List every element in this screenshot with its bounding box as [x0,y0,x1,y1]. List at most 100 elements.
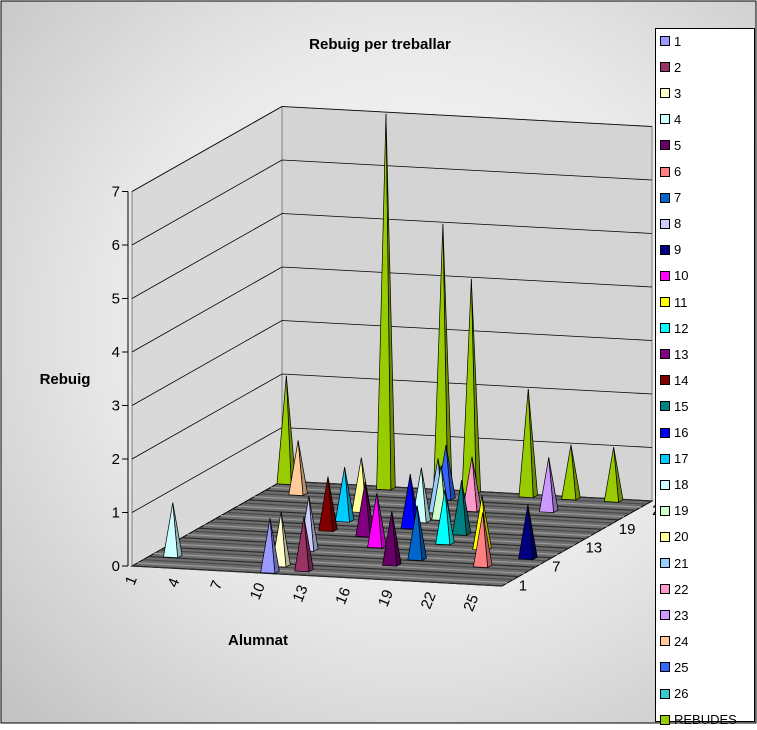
x-tick-label: 10 [247,580,269,602]
pyramid-mark [276,375,297,486]
legend-swatch [660,375,670,386]
chart-title: Rebuig per treballar [309,36,451,53]
legend-item: 24 [660,631,688,651]
legend-label: 21 [674,555,689,571]
depth-tick-label: 13 [585,540,602,557]
legend-label: 5 [674,137,682,153]
gridline [131,320,653,406]
x-tick-label: 13 [290,583,312,605]
pyramid-front-face [318,476,334,533]
depth-tick-label: 1 [519,577,527,594]
pyramid-mark [376,113,396,491]
legend-item: 12 [660,318,688,338]
legend-item: 7 [660,188,681,208]
legend-swatch [660,140,670,151]
gridline [131,159,653,246]
depth-tick-label: 7 [552,559,560,576]
floor-line [159,549,530,571]
gridline [131,266,653,353]
legend-item: 9 [660,240,681,260]
legend-item: 2 [660,57,681,77]
legend-label: 3 [674,85,682,101]
pyramid-front-face [288,440,304,496]
legend-swatch [660,610,670,621]
pyramid-front-face [294,516,310,573]
legend-item: 19 [660,501,688,521]
legend-label: 10 [674,268,689,284]
z-tick-label: 1 [112,505,120,522]
pyramid-mark [260,518,280,574]
pyramid-front-face [376,113,392,491]
legend-label: 15 [674,398,689,414]
legend-swatch [660,558,670,568]
legend-label: 23 [674,607,689,623]
legend-swatch [660,401,670,412]
legend-swatch [660,349,670,360]
z-tick-label: 2 [112,451,120,468]
pyramid-front-face [260,518,276,574]
legend-item: REBUDES [660,710,737,730]
legend-item: 22 [660,579,688,599]
legend-swatch [660,479,670,490]
legend-item: 3 [660,83,681,103]
pyramid-mark [334,467,355,523]
z-tick-label: 3 [112,398,120,415]
legend-item: 4 [660,109,681,129]
legend-label: 16 [674,425,689,440]
legend-item: 23 [660,605,688,625]
z-tick-label: 4 [112,344,120,361]
legend-swatch [660,323,670,334]
legend-label: 17 [674,451,689,467]
pyramid-mark [538,457,559,514]
legend-item: 11 [660,292,688,312]
legend-swatch [660,714,670,725]
pyramid-front-face [367,492,383,549]
legend-label: 11 [674,294,688,310]
pyramid-front-face [561,444,577,501]
pyramid-front-face [518,504,534,561]
legend-item: 6 [660,162,681,182]
y-axis-label: Rebuig [40,371,91,388]
depth-tick-label: 19 [619,521,636,538]
legend-item: 10 [660,266,688,286]
legend-item: 20 [660,527,688,547]
floor-line [131,565,503,587]
gridline [131,213,653,299]
pyramid-mark [451,480,472,537]
pyramid-mark [518,389,538,499]
legend-label: 12 [674,320,689,336]
legend-swatch [660,114,670,125]
z-tick-label: 5 [112,291,120,308]
legend-swatch [660,505,670,516]
pyramid-front-face [472,512,489,569]
legend-swatch [660,192,670,203]
legend-label: 6 [674,164,682,179]
pyramid-mark [518,504,538,561]
legend-label: 14 [674,372,689,388]
legend-swatch [660,244,670,255]
legend-label: 7 [674,190,682,206]
z-tick-label: 7 [112,184,120,201]
pyramid-front-face [334,467,350,523]
legend-label: 24 [674,633,689,649]
x-tick-label: 16 [332,585,354,607]
legend-item: 1 [660,31,681,51]
legend-label: 26 [674,686,689,701]
pyramid-front-face [382,510,398,567]
legend-label: REBUDES [674,712,737,728]
x-tick-label: 22 [418,590,440,612]
pyramid-front-face [451,480,467,536]
floor-line [143,559,514,581]
legend-swatch [660,688,670,699]
pyramid-mark [367,492,387,549]
legend-item: 18 [660,475,688,495]
pyramid-mark [163,502,183,559]
pyramid-mark [288,440,308,497]
pyramid-front-face [538,457,555,513]
chart-marks [163,113,624,574]
pyramid-mark [318,476,338,533]
pyramid-front-face [407,505,423,562]
legend-label: 9 [674,242,682,258]
